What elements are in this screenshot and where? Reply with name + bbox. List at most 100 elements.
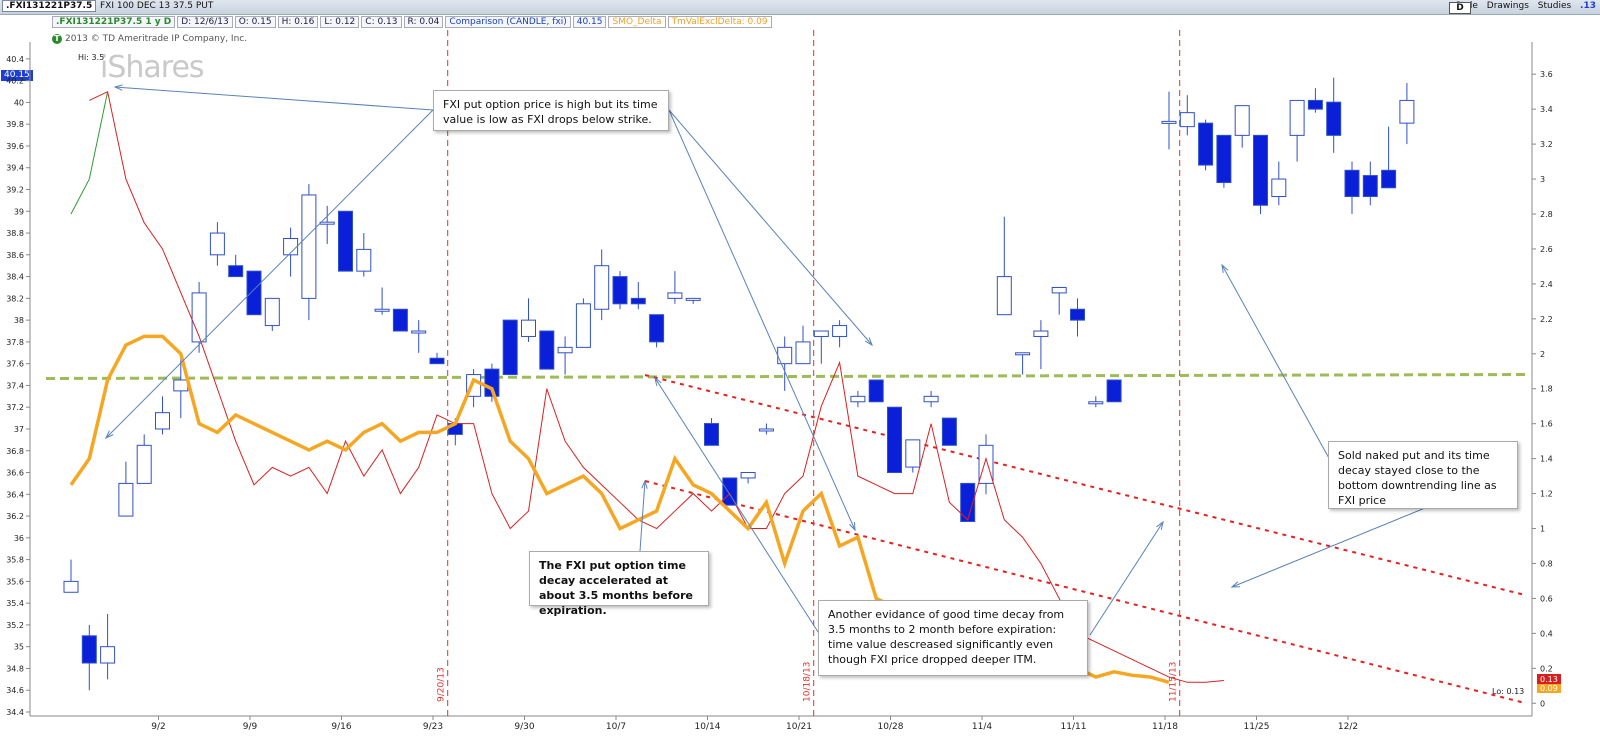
last-badge-bg xyxy=(1537,684,1561,693)
x-axis-tick-label: 10/28 xyxy=(878,722,904,732)
candle-body xyxy=(649,314,665,343)
callout-arrow xyxy=(639,480,646,552)
candle-body xyxy=(100,646,116,664)
callout-arrowhead xyxy=(641,479,648,489)
candle-body xyxy=(868,379,884,403)
candle-body xyxy=(996,276,1012,316)
candle-body xyxy=(1289,99,1305,136)
info-study2[interactable]: TmValExclDelta: 0.09 xyxy=(667,16,772,28)
callout-arrow xyxy=(114,86,434,111)
callout-arrowhead xyxy=(654,376,662,386)
candle-body xyxy=(1326,101,1342,136)
candle-body xyxy=(484,368,500,397)
callout-text: Another evidance of good time decay from… xyxy=(828,608,1065,666)
candle-body xyxy=(905,439,921,468)
candle-body xyxy=(1216,134,1232,184)
candle-body xyxy=(209,232,225,256)
x-axis-tick-label: 9/2 xyxy=(151,722,165,732)
left-axis-tick-label: 36.8 xyxy=(6,447,24,456)
left-axis-tick-label: 35 xyxy=(14,643,24,652)
candle-body xyxy=(1106,379,1122,403)
info-bar: .FXI131221P37.5 1 y D D: 12/6/13 O: 0.15… xyxy=(52,16,772,28)
last-badge-value: 0.09 xyxy=(1540,684,1558,693)
last-badge-bg xyxy=(1537,674,1561,684)
callout-arrow xyxy=(654,377,821,636)
callout-text: Sold naked put and its time decay stayed… xyxy=(1338,449,1497,507)
candle-body xyxy=(301,194,317,299)
info-range: R: 0.04 xyxy=(403,16,444,28)
symbol-field[interactable]: .FXI131221P37.5 xyxy=(2,0,97,12)
candle-body xyxy=(1399,99,1415,124)
left-axis-tick-label: 36.4 xyxy=(6,490,24,499)
left-axis-tick-label: 38.8 xyxy=(6,229,24,238)
callout-arrow xyxy=(1221,264,1331,461)
left-axis-tick-label: 36.2 xyxy=(6,512,24,521)
left-axis-tick-label: 38.4 xyxy=(6,273,24,282)
candle-body xyxy=(887,406,902,474)
left-axis-tick-label: 39.6 xyxy=(6,142,24,151)
right-axis-tick-label: 0.2 xyxy=(1540,664,1553,673)
callout-arrowhead xyxy=(1221,263,1229,273)
left-axis-tick-label: 37.4 xyxy=(6,381,24,390)
candle-body xyxy=(1033,330,1049,337)
info-low: L: 0.12 xyxy=(320,16,360,28)
left-axis-tick-label: 39.4 xyxy=(6,164,24,173)
symbol-description: FXI 100 DEC 13 37.5 PUT xyxy=(100,1,214,11)
candle-body xyxy=(795,341,811,365)
chart-toolbar: .FXI131221P37.5 FXI 100 DEC 13 37.5 PUT … xyxy=(0,0,1600,15)
info-symbol-period[interactable]: .FXI131221P37.5 1 y D xyxy=(52,16,176,28)
callout-arrowhead xyxy=(849,521,856,532)
callout-arrow xyxy=(105,109,434,439)
candle-body xyxy=(228,265,244,278)
candle-body xyxy=(81,635,97,664)
current-price-label: 40.15 xyxy=(1,70,33,81)
candle-body xyxy=(1015,352,1031,356)
series-line-delta xyxy=(70,91,109,215)
right-axis-tick-label: 0 xyxy=(1540,699,1545,708)
drawings-menu[interactable]: Drawings xyxy=(1486,1,1529,11)
candle-body xyxy=(978,444,994,484)
candle-body xyxy=(1344,169,1360,198)
info-comparison[interactable]: Comparison (CANDLE, fxi) xyxy=(445,16,571,28)
x-axis-tick-label: 10/7 xyxy=(606,722,626,732)
td-logo-icon: T xyxy=(52,34,62,44)
candle-body xyxy=(758,428,774,432)
expiration-marker-label: 9/20/13 xyxy=(437,667,447,702)
candle-body xyxy=(264,297,280,327)
candle-body xyxy=(539,330,555,370)
callout-arrow xyxy=(1089,521,1164,636)
callout-arrowhead xyxy=(1156,520,1164,530)
expiration-marker-label: 11/15/13 xyxy=(1169,662,1179,702)
candle-body xyxy=(667,292,683,299)
candle-body xyxy=(704,423,719,446)
candle-body xyxy=(575,303,591,348)
right-axis-tick-label: 2.2 xyxy=(1540,315,1553,324)
right-axis-tick-label: 2.8 xyxy=(1540,210,1553,219)
candle-body xyxy=(630,297,646,305)
callout-arrowhead xyxy=(113,84,123,91)
timeframe-d-button[interactable]: D xyxy=(1449,2,1471,14)
x-axis-tick-label: 11/11 xyxy=(1061,722,1087,732)
right-axis-tick-label: 3.4 xyxy=(1540,105,1553,114)
info-study1[interactable]: SMO_Delta xyxy=(608,16,666,28)
callout-arrow xyxy=(668,109,856,531)
right-axis-tick-label: 0.8 xyxy=(1540,559,1553,568)
candle-body xyxy=(557,346,573,354)
candle-body xyxy=(740,472,756,479)
candle-body xyxy=(1070,308,1085,321)
x-axis-tick-label: 11/4 xyxy=(972,722,992,732)
last-badge-value: 0.13 xyxy=(1540,675,1558,684)
left-axis-tick-label: 39 xyxy=(14,207,24,216)
candle-body xyxy=(173,379,189,392)
copyright-text: 2013 © TD Ameritrade IP Company, Inc. xyxy=(65,34,248,44)
candle-body xyxy=(502,319,518,376)
candle-body xyxy=(850,395,866,403)
callout-arrowhead xyxy=(104,430,114,440)
candle-body xyxy=(374,308,390,312)
x-axis-tick-label: 9/9 xyxy=(243,722,258,732)
candle-body xyxy=(594,265,610,310)
x-axis-tick-label: 12/2 xyxy=(1338,722,1358,732)
studies-menu[interactable]: Studies xyxy=(1537,1,1572,11)
x-axis-tick-label: 9/23 xyxy=(423,722,443,732)
